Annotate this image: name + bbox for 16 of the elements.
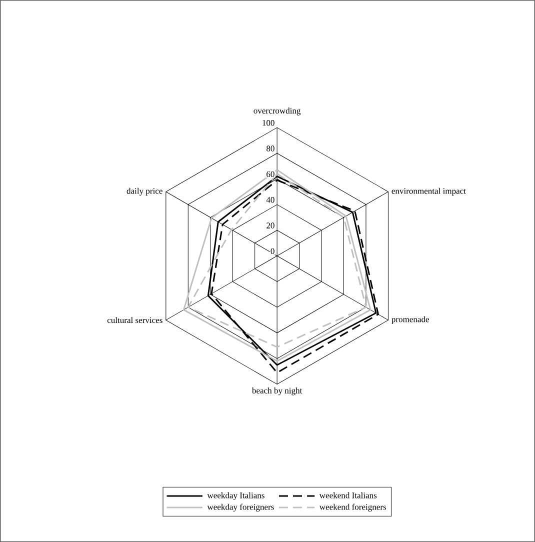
- y-tick-label: 60: [266, 171, 274, 178]
- spoke-label: overcrowding: [254, 108, 301, 116]
- spoke-label: beach by night: [252, 387, 302, 396]
- y-tick-label: 40: [266, 196, 274, 203]
- y-tick-label: 0: [270, 248, 274, 254]
- y-tick-label: 100: [262, 120, 274, 126]
- spoke-label: cultural services: [107, 317, 162, 324]
- legend-label: weekend foreigners: [319, 504, 386, 512]
- spoke-label: daily price: [126, 188, 162, 196]
- legend-label: weekday Italians: [207, 492, 264, 500]
- y-tick-label: 20: [266, 222, 274, 228]
- spoke-label: promenade: [392, 316, 429, 324]
- y-tick-label: 80: [266, 146, 274, 152]
- spoke-label: environmental impact: [392, 188, 466, 196]
- legend-label: weekday foreigners: [207, 504, 274, 512]
- legend-label: weekend Italians: [319, 492, 377, 498]
